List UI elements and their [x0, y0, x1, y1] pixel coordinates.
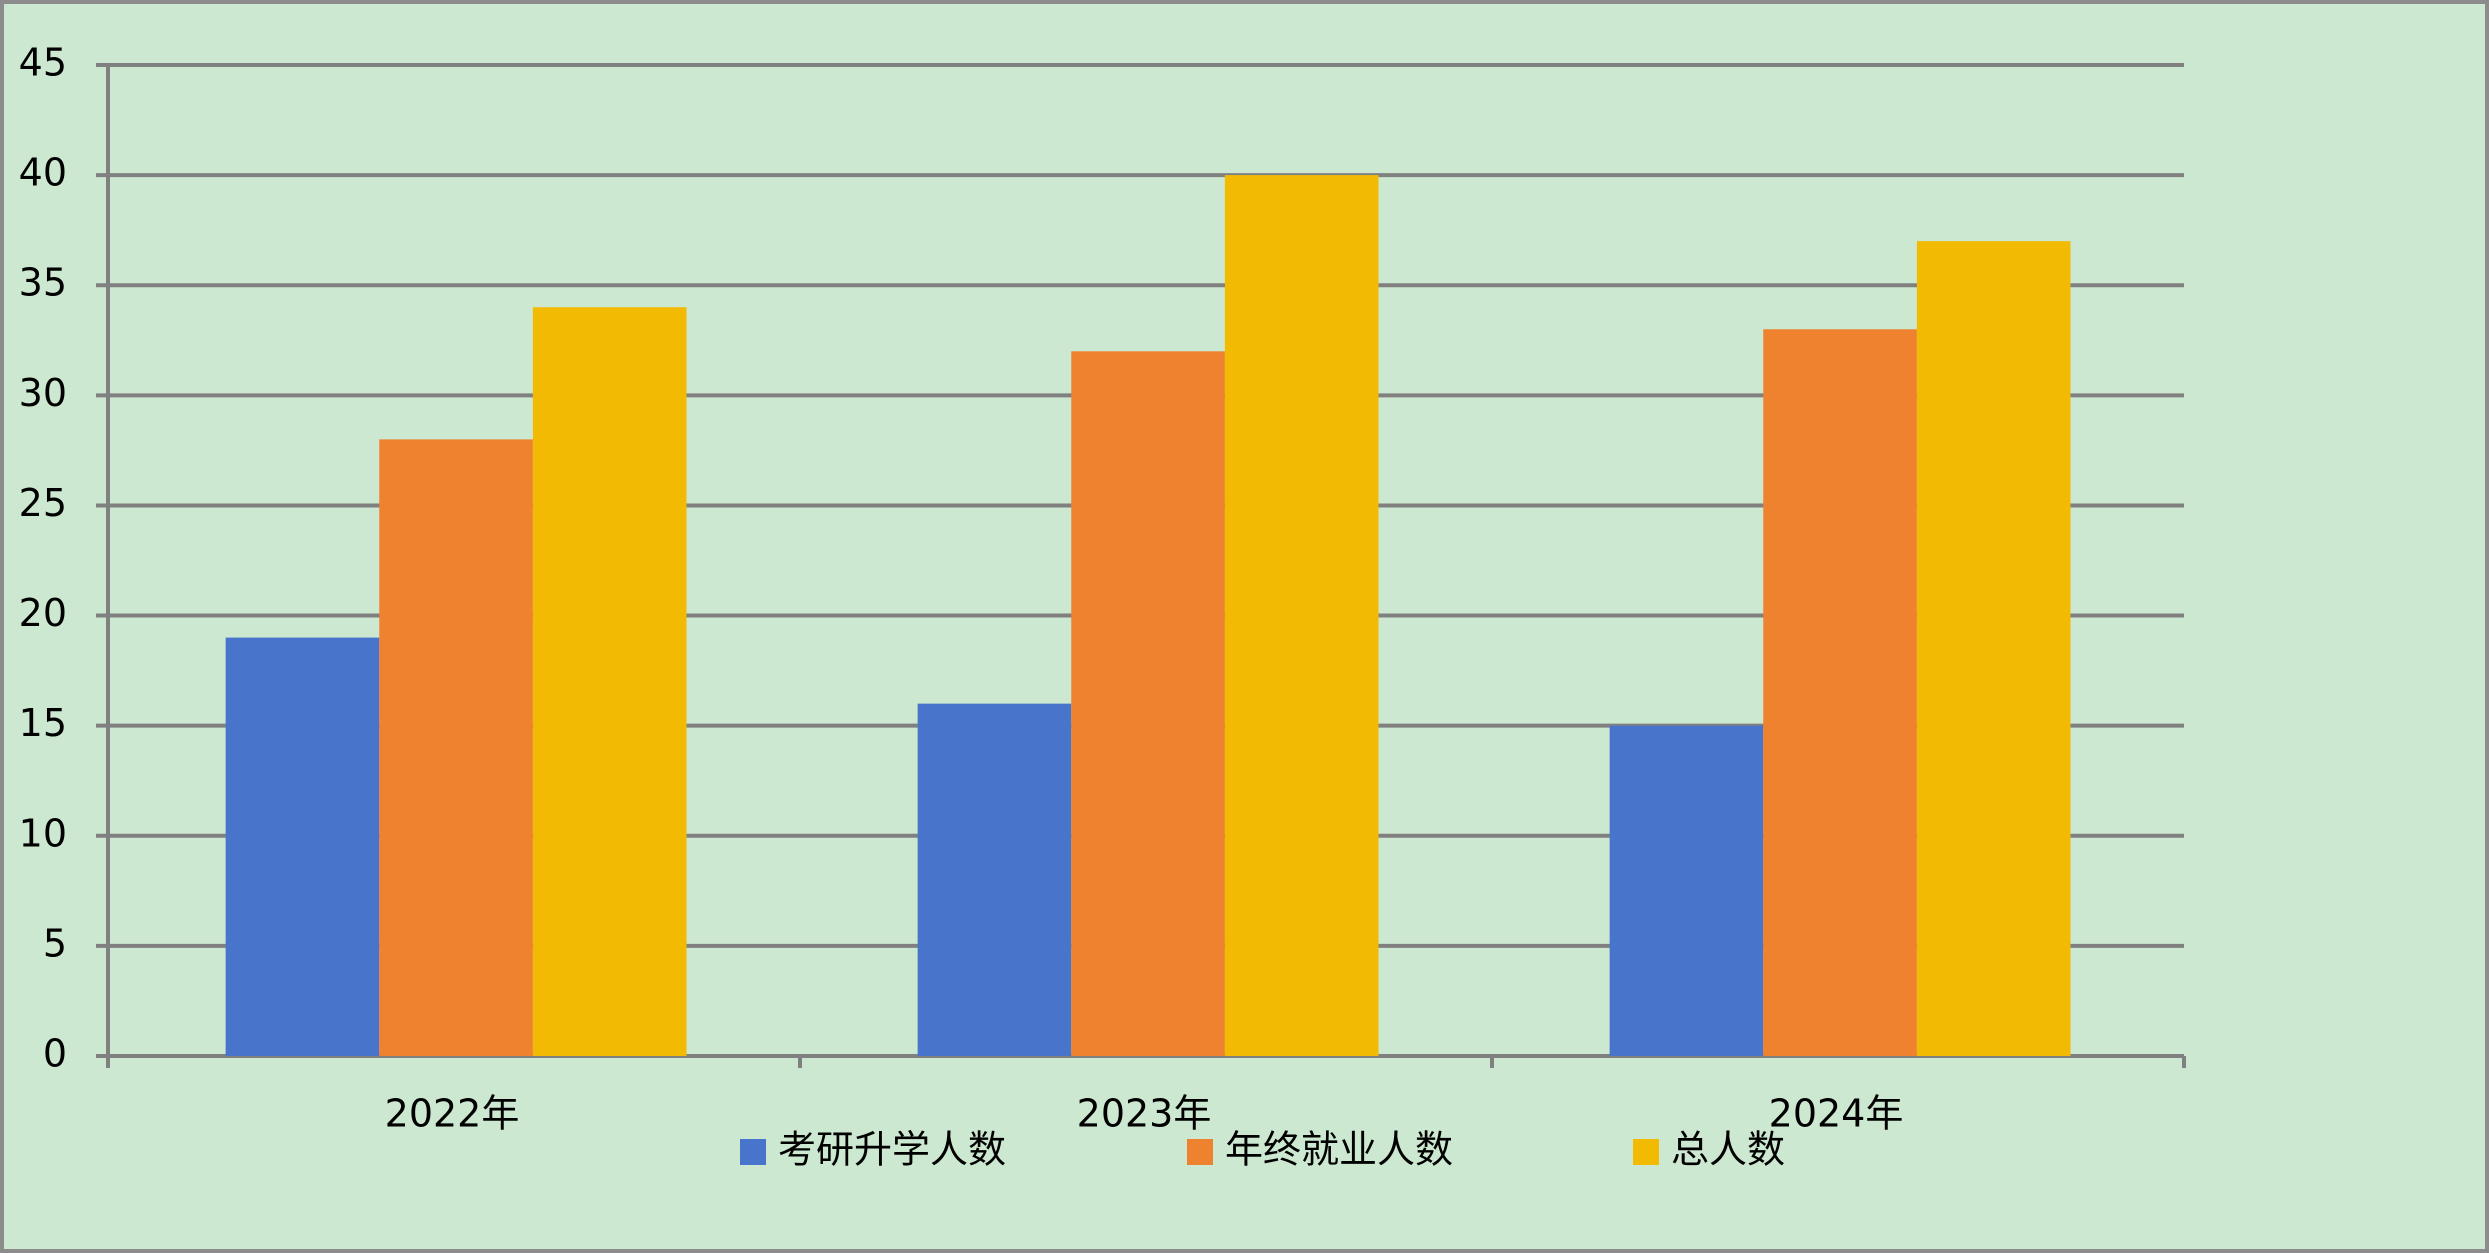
- legend-label: 考研升学人数: [778, 1128, 1006, 1172]
- bar: [917, 703, 1072, 1056]
- legend-label: 总人数: [1671, 1128, 1785, 1172]
- bar: [1609, 725, 1764, 1056]
- bar: [225, 637, 380, 1056]
- x-tick-label: 2023年: [1077, 1092, 1212, 1136]
- legend-swatch: [740, 1139, 766, 1165]
- y-tick-label: 25: [19, 481, 67, 525]
- y-tick-label: 30: [19, 371, 67, 415]
- y-tick-label: 20: [19, 591, 67, 635]
- y-tick-label: 0: [43, 1032, 67, 1076]
- x-tick-label: 2022年: [385, 1092, 520, 1136]
- y-tick-label: 10: [19, 811, 67, 855]
- bar: [532, 307, 687, 1056]
- bar: [1224, 175, 1379, 1057]
- y-tick-label: 5: [43, 921, 67, 965]
- y-tick-label: 40: [19, 151, 67, 195]
- legend-swatch: [1187, 1139, 1213, 1165]
- bar: [1071, 351, 1225, 1056]
- y-tick-label: 45: [19, 41, 67, 85]
- y-tick-label: 35: [19, 261, 67, 305]
- legend-label: 年终就业人数: [1225, 1128, 1453, 1172]
- y-tick-label: 15: [19, 701, 67, 745]
- bar: [1763, 329, 1917, 1056]
- bar: [1916, 241, 2071, 1056]
- legend-swatch: [1633, 1139, 1659, 1165]
- bar: [379, 439, 533, 1056]
- x-tick-label: 2024年: [1769, 1092, 1904, 1136]
